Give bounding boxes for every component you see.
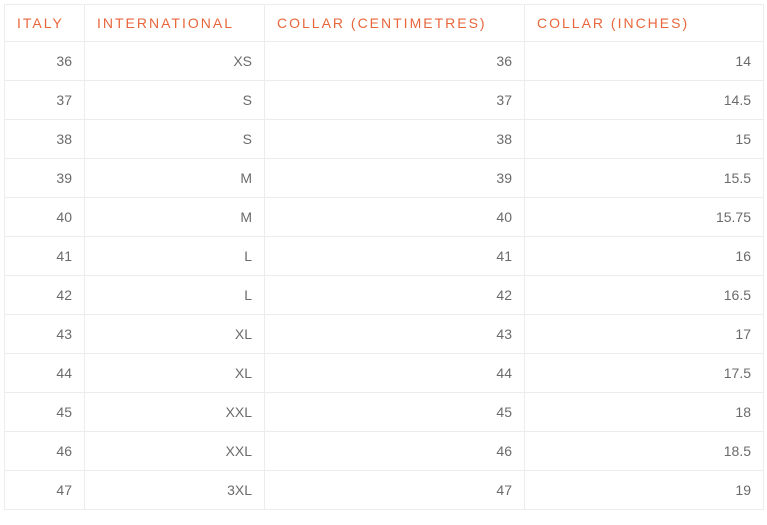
- cell-collar-cm: 46: [265, 432, 525, 471]
- cell-italy: 41: [5, 237, 85, 276]
- cell-collar-cm: 42: [265, 276, 525, 315]
- cell-collar-in: 17.5: [525, 354, 764, 393]
- table-row: 39 M 39 15.5: [5, 159, 764, 198]
- table-row: 41 L 41 16: [5, 237, 764, 276]
- cell-collar-in: 15: [525, 120, 764, 159]
- cell-collar-in: 18.5: [525, 432, 764, 471]
- col-header-international: INTERNATIONAL: [85, 5, 265, 42]
- table-row: 38 S 38 15: [5, 120, 764, 159]
- cell-international: S: [85, 120, 265, 159]
- cell-international: M: [85, 198, 265, 237]
- cell-international: 3XL: [85, 471, 265, 510]
- cell-collar-in: 18: [525, 393, 764, 432]
- size-chart-table: ITALY INTERNATIONAL COLLAR (CENTIMETRES)…: [4, 4, 764, 510]
- cell-italy: 42: [5, 276, 85, 315]
- cell-collar-cm: 40: [265, 198, 525, 237]
- cell-international: XL: [85, 354, 265, 393]
- cell-international: XS: [85, 42, 265, 81]
- cell-collar-cm: 39: [265, 159, 525, 198]
- cell-collar-cm: 41: [265, 237, 525, 276]
- cell-italy: 43: [5, 315, 85, 354]
- cell-collar-in: 14.5: [525, 81, 764, 120]
- table-row: 43 XL 43 17: [5, 315, 764, 354]
- cell-collar-cm: 38: [265, 120, 525, 159]
- cell-collar-in: 16: [525, 237, 764, 276]
- cell-collar-cm: 47: [265, 471, 525, 510]
- cell-collar-cm: 44: [265, 354, 525, 393]
- cell-italy: 45: [5, 393, 85, 432]
- cell-collar-in: 15.5: [525, 159, 764, 198]
- cell-collar-in: 16.5: [525, 276, 764, 315]
- cell-italy: 44: [5, 354, 85, 393]
- table-row: 37 S 37 14.5: [5, 81, 764, 120]
- cell-international: S: [85, 81, 265, 120]
- col-header-collar-cm: COLLAR (CENTIMETRES): [265, 5, 525, 42]
- cell-international: L: [85, 276, 265, 315]
- cell-collar-cm: 36: [265, 42, 525, 81]
- table-row: 44 XL 44 17.5: [5, 354, 764, 393]
- cell-collar-in: 17: [525, 315, 764, 354]
- cell-international: XXL: [85, 393, 265, 432]
- cell-italy: 47: [5, 471, 85, 510]
- cell-italy: 36: [5, 42, 85, 81]
- col-header-italy: ITALY: [5, 5, 85, 42]
- cell-italy: 38: [5, 120, 85, 159]
- cell-italy: 46: [5, 432, 85, 471]
- table-header-row: ITALY INTERNATIONAL COLLAR (CENTIMETRES)…: [5, 5, 764, 42]
- cell-collar-cm: 45: [265, 393, 525, 432]
- cell-italy: 40: [5, 198, 85, 237]
- table-row: 46 XXL 46 18.5: [5, 432, 764, 471]
- table-row: 42 L 42 16.5: [5, 276, 764, 315]
- cell-international: XL: [85, 315, 265, 354]
- cell-italy: 39: [5, 159, 85, 198]
- col-header-collar-in: COLLAR (INCHES): [525, 5, 764, 42]
- cell-international: L: [85, 237, 265, 276]
- cell-international: XXL: [85, 432, 265, 471]
- cell-collar-cm: 37: [265, 81, 525, 120]
- cell-collar-in: 14: [525, 42, 764, 81]
- cell-international: M: [85, 159, 265, 198]
- cell-collar-in: 19: [525, 471, 764, 510]
- table-row: 45 XXL 45 18: [5, 393, 764, 432]
- cell-collar-in: 15.75: [525, 198, 764, 237]
- table-row: 47 3XL 47 19: [5, 471, 764, 510]
- table-row: 40 M 40 15.75: [5, 198, 764, 237]
- cell-collar-cm: 43: [265, 315, 525, 354]
- table-row: 36 XS 36 14: [5, 42, 764, 81]
- cell-italy: 37: [5, 81, 85, 120]
